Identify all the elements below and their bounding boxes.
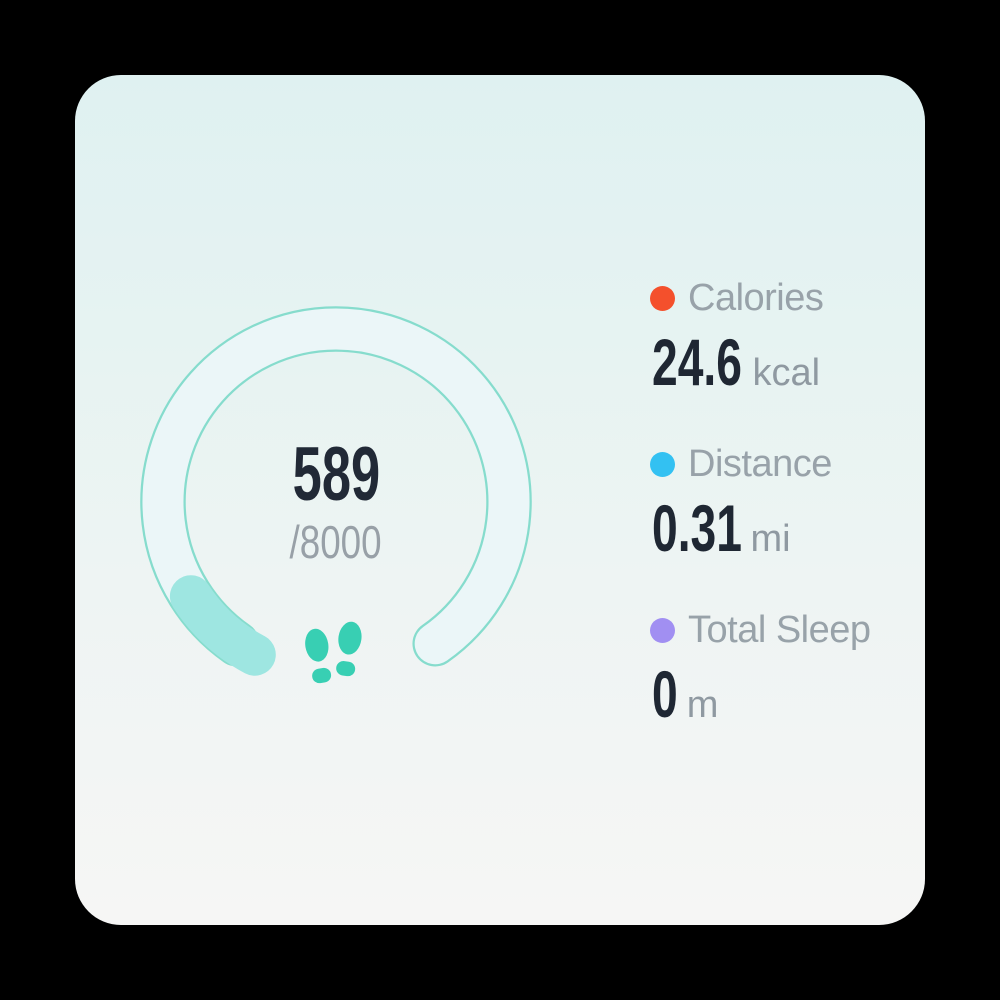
footsteps-icon [305,621,362,684]
distance-label-row: Distance [650,444,910,484]
calories-label-row: Calories [650,278,910,318]
stats-column: Calories 24.6 kcal Distance 0.31 mi Tota… [650,278,910,776]
stat-distance[interactable]: Distance 0.31 mi [650,444,910,564]
total-sleep-value-row: 0 m [650,658,910,730]
distance-value-row: 0.31 mi [650,492,910,564]
calories-label: Calories [688,277,824,319]
stat-total-sleep[interactable]: Total Sleep 0 m [650,610,910,730]
distance-unit: mi [750,518,791,560]
ring-track [142,308,530,665]
distance-label: Distance [688,443,832,485]
total-sleep-label: Total Sleep [688,609,871,651]
steps-goal: /8000 [289,516,383,568]
total-sleep-dot-icon [650,617,675,643]
total-sleep-value: 0 [652,657,678,731]
activity-summary-card[interactable]: 589 /8000 Calories [75,75,925,925]
steps-progress-ring[interactable]: 589 /8000 [136,297,536,697]
total-sleep-label-row: Total Sleep [650,610,910,650]
calories-dot-icon [650,285,675,311]
calories-value-row: 24.6 kcal [650,326,910,398]
stat-calories[interactable]: Calories 24.6 kcal [650,278,910,398]
calories-value: 24.6 [652,325,742,399]
total-sleep-unit: m [686,684,719,726]
ring-progress-arc [169,575,276,676]
steps-ring-gauge [140,306,532,676]
steps-value: 589 [292,432,380,517]
calories-unit: kcal [752,352,821,394]
steps-readout: 589 /8000 [136,432,536,568]
distance-value: 0.31 [652,491,742,565]
distance-dot-icon [650,451,675,477]
